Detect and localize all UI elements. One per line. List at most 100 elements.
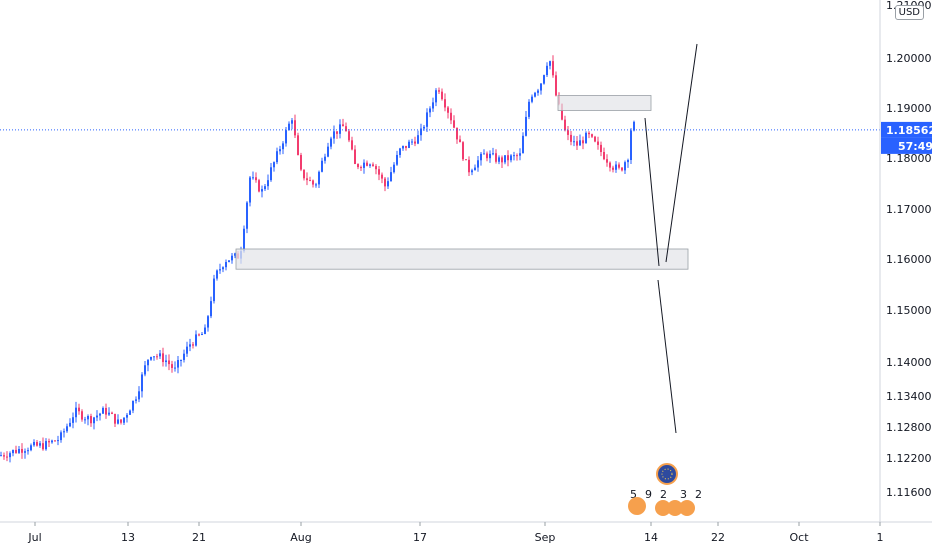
us-flag-icon[interactable] [679,500,695,516]
candle-body [522,135,524,154]
candle-body [27,450,29,452]
candle-body [18,448,20,453]
candle-body [66,426,68,432]
candle-body [75,407,77,418]
candle-body [378,169,380,175]
candle-body [201,333,203,335]
support-zone[interactable] [235,248,689,270]
trendline-up[interactable] [665,43,698,263]
candle-body [30,445,32,451]
candle-body [57,440,59,442]
candle-body [306,178,308,181]
candle-body [324,156,326,161]
candle-body [84,419,86,421]
candle-body [510,155,512,161]
candle-body [117,419,119,424]
x-tick-label: 21 [192,531,206,544]
candle-body [426,112,428,127]
candle-body [288,123,290,131]
candle-body [9,453,11,458]
resistance-zone[interactable] [557,95,652,111]
candle-body [45,441,47,450]
event-count: 2 [660,488,667,501]
candle-body [615,164,617,170]
y-tick-label: 1.11600 [886,486,932,499]
candle-body [600,144,602,153]
candle-body [261,189,263,192]
candle-body [345,126,347,132]
candle-body [561,103,563,120]
candle-body [93,417,95,424]
candle-body [138,391,140,400]
candlestick-series [0,55,635,463]
candle-body [315,184,317,186]
x-tick-label: 17 [413,531,427,544]
candle-body [540,83,542,91]
candle-body [336,131,338,134]
candle-body [462,142,464,160]
economic-events[interactable]: 5 9 2 3 2 [628,463,702,516]
candle-body [450,112,452,121]
candle-body [438,90,440,92]
candle-body [156,356,158,358]
candle-body [171,364,173,368]
trendlines-layer[interactable] [644,43,698,434]
candle-body [126,414,128,418]
candle-body [483,153,485,155]
candle-body [234,253,236,256]
candle-body [603,152,605,160]
trendline-down-upper[interactable] [644,117,660,267]
candle-body [309,180,311,182]
candle-body [162,353,164,363]
candle-body [276,151,278,163]
candle-body [114,413,116,424]
candle-body [363,162,365,168]
candle-body [213,278,215,302]
candle-body [465,159,467,161]
candle-body [282,143,284,150]
y-tick-label: 1.12200 [886,452,932,465]
y-axis[interactable]: 1.210001.200001.190001.180001.170001.160… [886,0,932,499]
x-tick-label: Oct [789,531,809,544]
candle-body [588,132,590,135]
candle-body [39,443,41,446]
candle-body [159,353,161,357]
candle-body [210,301,212,317]
event-count: 2 [695,488,702,501]
candle-body [501,157,503,163]
candle-body [477,160,479,168]
candle-body [285,130,287,144]
y-tick-label: 1.15000 [886,304,932,317]
candle-body [63,431,65,433]
x-axis[interactable]: Jul 13 21 Aug 17 Sep 14 22 Oct 1 [27,522,884,544]
candle-body [456,127,458,140]
candle-body [300,154,302,170]
candle-body [222,267,224,270]
x-tick-label: 22 [711,531,725,544]
candle-body [369,164,371,166]
trendline-down-lower[interactable] [657,279,677,434]
currency-selector[interactable]: USD [894,5,924,20]
candle-body [87,416,89,420]
candle-body [24,451,26,453]
eu-flag-icon[interactable] [667,500,683,516]
candle-body [144,365,146,375]
candle-body [474,167,476,171]
candle-body [393,164,395,173]
candle-body [333,131,335,139]
us-flag-icon[interactable] [628,497,646,515]
y-tick-label: 1.14000 [886,356,932,369]
candle-body [402,145,404,149]
candle-body [72,417,74,423]
candle-body [372,164,374,167]
candle-body [69,422,71,427]
zones-layer [235,95,689,270]
eu-flag-icon[interactable] [656,463,678,485]
candle-body [411,141,413,143]
us-flag-icon[interactable] [655,500,671,516]
y-tick-label: 1.16000 [886,253,932,266]
candle-body [447,107,449,113]
candle-body [321,160,323,172]
